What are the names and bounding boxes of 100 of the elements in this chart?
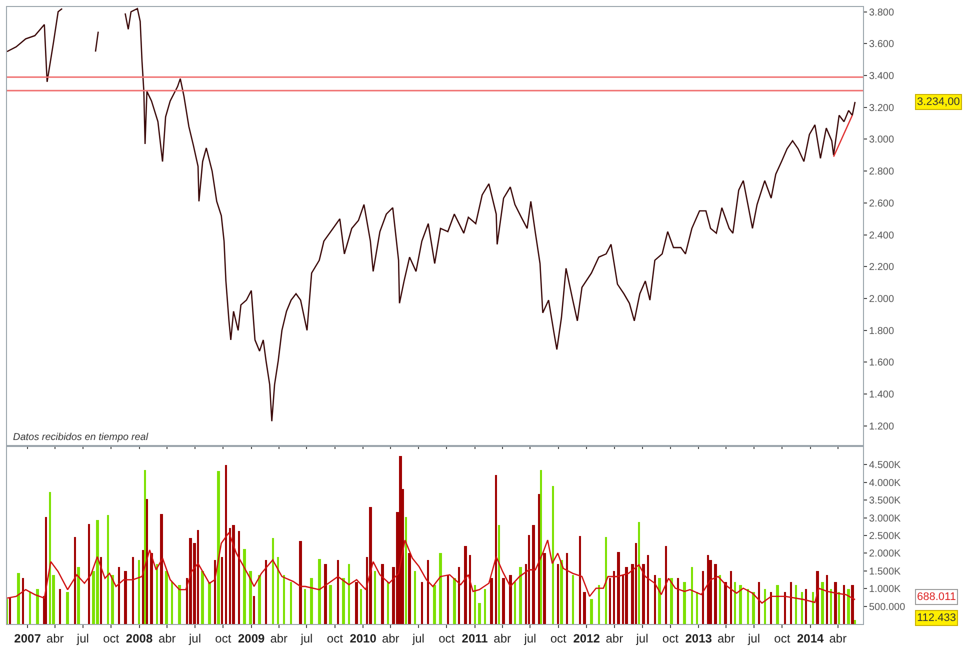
bar	[49, 492, 51, 624]
bar	[830, 588, 832, 624]
bar	[734, 582, 736, 624]
y-tick-label: 4.000K	[869, 478, 902, 489]
bar	[399, 456, 402, 624]
bar	[707, 554, 709, 624]
bar	[100, 556, 102, 624]
bar	[764, 588, 766, 624]
bar	[29, 592, 31, 624]
bar	[625, 566, 628, 624]
bar	[360, 588, 362, 624]
bar	[552, 486, 554, 624]
bar	[337, 560, 339, 624]
x-tick-label: oct	[550, 631, 568, 646]
bar	[560, 560, 563, 624]
bar	[730, 570, 732, 624]
bar	[144, 470, 146, 624]
bar	[519, 566, 522, 624]
bar	[138, 560, 140, 624]
bar	[490, 578, 493, 624]
x-tick-label: 2010	[350, 631, 377, 646]
bar	[770, 592, 772, 624]
bar	[299, 540, 302, 624]
x-tick-label: oct	[774, 631, 791, 646]
bar	[160, 514, 163, 624]
x-tick-label: abr	[158, 631, 176, 646]
x-tick-label: oct	[103, 631, 120, 646]
y-tick-label: 4.500K	[869, 460, 902, 472]
y-tick-label: 3.400	[869, 71, 894, 82]
bar	[229, 528, 231, 624]
bar	[677, 578, 679, 624]
bar	[36, 588, 39, 624]
bar	[17, 572, 20, 624]
bar	[324, 564, 327, 624]
bar	[572, 574, 574, 624]
bar	[719, 574, 721, 624]
bar	[478, 602, 481, 624]
bar	[702, 570, 704, 624]
bar	[647, 554, 649, 624]
bar	[304, 588, 306, 624]
bar	[310, 578, 313, 624]
bar	[665, 546, 667, 624]
y-tick-label: 2.000K	[869, 548, 902, 560]
y-tick-label: 2.000	[869, 294, 894, 306]
bar	[805, 588, 807, 624]
bar	[217, 470, 220, 624]
x-tick-label: oct	[662, 631, 680, 646]
bar	[683, 582, 686, 624]
x-tick-label: abr	[717, 631, 735, 646]
bar	[405, 516, 407, 624]
bar	[178, 584, 181, 624]
bar	[142, 550, 144, 624]
bar	[658, 578, 661, 624]
bar	[821, 582, 824, 624]
bar	[739, 584, 742, 624]
y-tick-label: 2.800	[869, 166, 894, 178]
bar	[277, 556, 279, 624]
y-tick-label: 500.000	[869, 602, 906, 613]
bar	[543, 552, 546, 624]
bar	[146, 498, 148, 624]
bar	[107, 514, 109, 624]
bar	[348, 564, 350, 624]
bar	[408, 552, 411, 624]
x-tick-label: abr	[46, 631, 64, 646]
bar	[583, 592, 586, 624]
bar	[812, 592, 814, 624]
bar	[150, 552, 153, 624]
text: 3.234,00	[917, 96, 960, 108]
x-tick-label: jul	[300, 631, 313, 646]
bar	[714, 564, 717, 624]
bar	[318, 558, 321, 624]
bar	[617, 552, 620, 624]
bar	[59, 588, 61, 624]
bar	[801, 592, 803, 624]
y-tick-label: 3.000	[869, 134, 894, 146]
x-tick-label: jul	[76, 631, 89, 646]
text: 688.011	[917, 591, 956, 603]
bar	[232, 524, 235, 624]
bar	[598, 584, 600, 624]
bar	[156, 564, 158, 624]
bar	[421, 582, 423, 624]
bar	[238, 530, 240, 624]
bar	[414, 570, 416, 624]
y-tick-label: 1.600	[869, 358, 894, 369]
bar	[670, 578, 673, 624]
x-tick-label: abr	[382, 631, 400, 646]
bar	[579, 536, 581, 624]
bar	[272, 538, 274, 624]
bar	[197, 530, 199, 624]
bar	[847, 588, 850, 624]
bar	[776, 584, 779, 624]
bar	[124, 570, 127, 624]
y-tick-label: 3.600	[869, 39, 894, 50]
bar	[249, 570, 252, 624]
x-tick-label: jul	[188, 631, 201, 646]
bar	[208, 582, 211, 624]
bar	[613, 570, 615, 624]
bar	[189, 538, 192, 624]
x-tick-label: 2013	[685, 631, 712, 646]
bar	[557, 564, 559, 624]
